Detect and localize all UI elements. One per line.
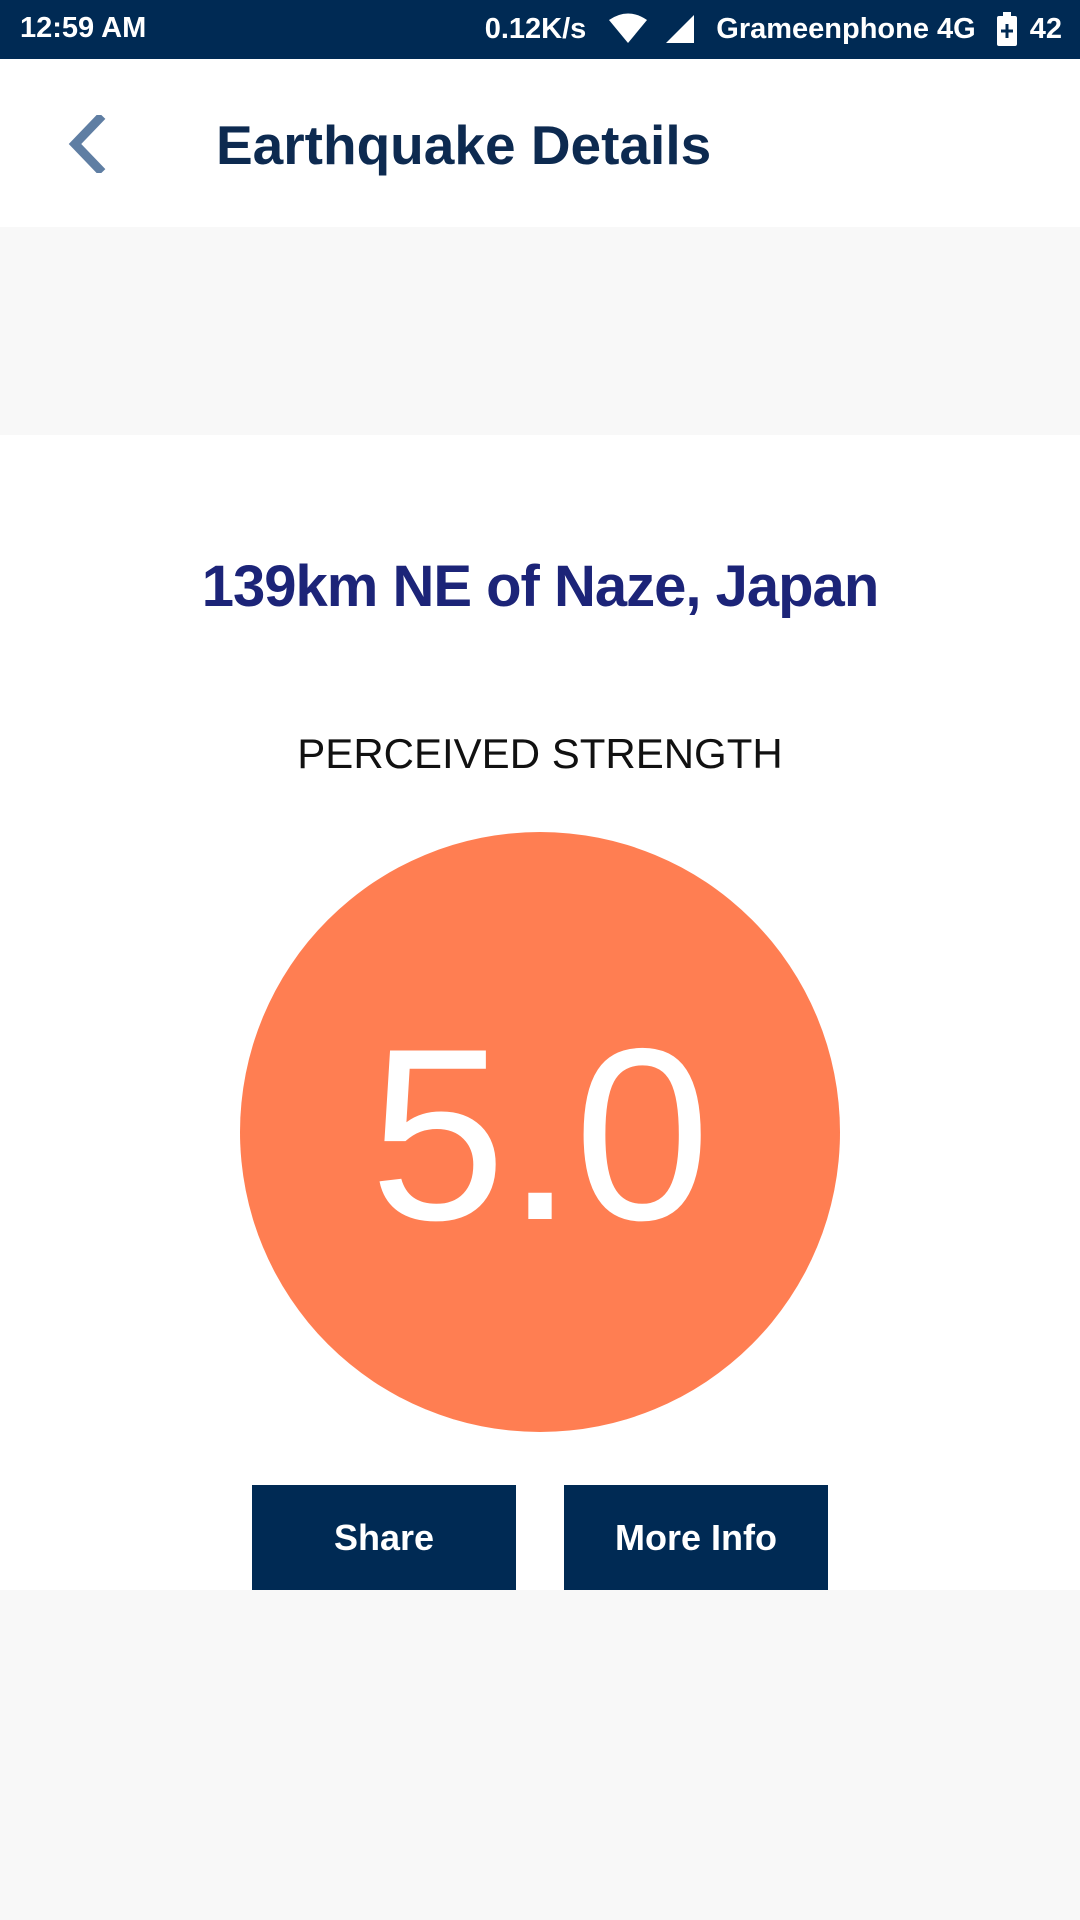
battery-level: 42 [1029,12,1062,45]
status-right-group: 0.12K/s Grameenphone 4G 42 [485,12,1062,46]
chevron-left-icon [68,115,106,173]
magnitude-circle: 5.0 [240,832,840,1432]
status-bar: 12:59 AM 0.12K/s Grameenphone 4G 42 [0,0,1080,59]
carrier-name: Grameenphone 4G [716,12,976,45]
page-title: Earthquake Details [216,114,712,176]
location-title: 139km NE of Naze, Japan [201,554,880,619]
wifi-icon [608,13,648,45]
signal-icon [664,13,696,45]
share-button[interactable]: Share [252,1485,516,1590]
magnitude-value: 5.0 [369,996,711,1271]
back-button[interactable] [52,109,122,179]
earthquake-details-card: 139km NE of Naze, Japan PERCEIVED STRENG… [0,435,1080,1590]
network-speed: 0.12K/s [484,12,587,45]
more-info-button[interactable]: More Info [564,1485,828,1590]
app-bar: Earthquake Details [0,59,1080,227]
status-time: 12:59 AM [20,12,147,44]
bottom-empty-area [0,1590,1080,1920]
perceived-strength-label: PERCEIVED STRENGTH [297,730,783,777]
battery-icon [996,12,1018,46]
banner-placeholder [0,227,1080,435]
